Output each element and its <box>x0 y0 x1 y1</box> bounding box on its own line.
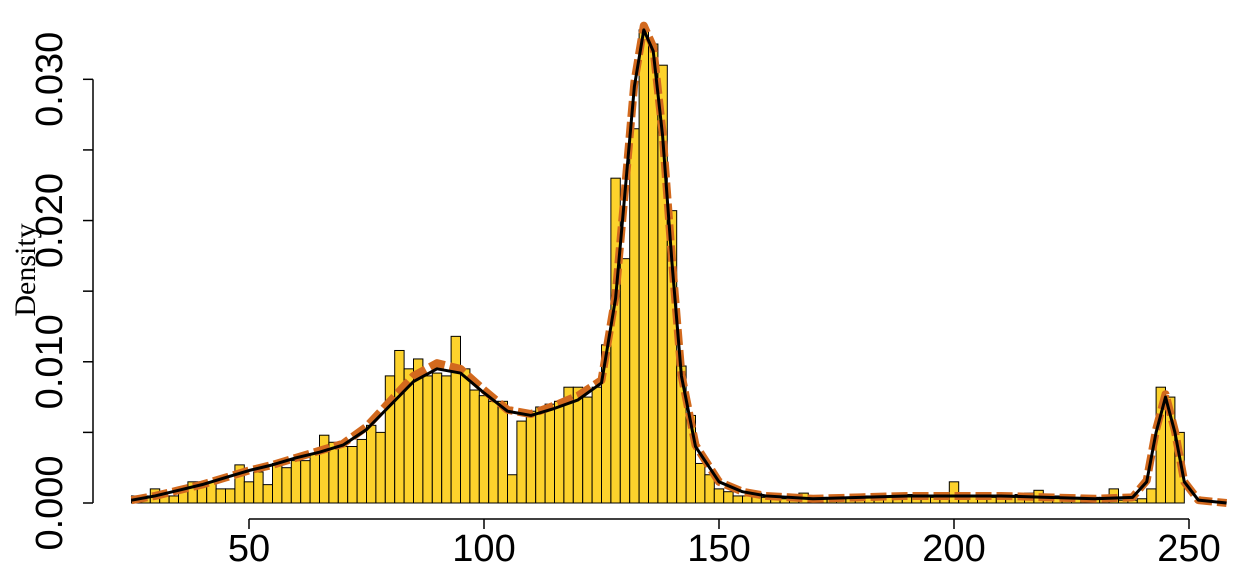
y-tick-label: 0.000 <box>29 455 71 550</box>
bar <box>478 395 490 504</box>
bar <box>572 386 584 504</box>
bar <box>309 453 321 504</box>
bar <box>356 438 368 504</box>
bar <box>262 484 274 504</box>
y-tick-label: 0.020 <box>29 173 71 268</box>
bar <box>544 403 555 504</box>
bar <box>497 400 509 504</box>
bar <box>394 349 405 504</box>
bar <box>582 396 593 504</box>
bar <box>554 400 565 504</box>
bar <box>629 128 640 504</box>
bar <box>243 481 255 504</box>
bar <box>535 406 546 504</box>
bar <box>1146 488 1157 504</box>
bar <box>441 375 452 504</box>
x-tick-label: 150 <box>687 528 750 570</box>
bar <box>290 460 302 504</box>
bar <box>215 488 227 504</box>
bar <box>450 335 462 504</box>
bar <box>384 375 396 504</box>
bar <box>272 462 283 504</box>
bar <box>366 424 377 504</box>
bar <box>375 431 386 504</box>
bar <box>347 446 358 504</box>
bar <box>638 29 649 504</box>
bar <box>281 467 292 504</box>
bar <box>422 375 433 504</box>
bar <box>225 488 236 504</box>
density-curve <box>131 28 1227 505</box>
bar <box>619 258 631 504</box>
bar <box>732 495 743 504</box>
y-tick-label: 0.010 <box>29 314 71 409</box>
bar <box>488 400 499 504</box>
bar <box>1136 498 1148 504</box>
x-tick-label: 250 <box>1157 528 1220 570</box>
y-tick-label: 0.030 <box>29 32 71 127</box>
y-axis-label: Density <box>9 223 42 316</box>
bar <box>337 446 349 504</box>
bar <box>516 420 527 504</box>
bar <box>469 389 480 504</box>
bar <box>431 372 443 504</box>
bar <box>723 491 734 504</box>
x-tick-label: 50 <box>228 528 270 570</box>
bar <box>253 471 264 504</box>
bar <box>507 474 518 504</box>
x-tick-label: 200 <box>922 528 985 570</box>
x-tick-label: 100 <box>452 528 515 570</box>
bar <box>695 462 706 504</box>
bar <box>591 386 602 504</box>
bar <box>168 495 180 504</box>
bar <box>525 410 537 504</box>
bar <box>300 460 311 504</box>
bar <box>713 488 725 504</box>
bar <box>460 368 471 504</box>
